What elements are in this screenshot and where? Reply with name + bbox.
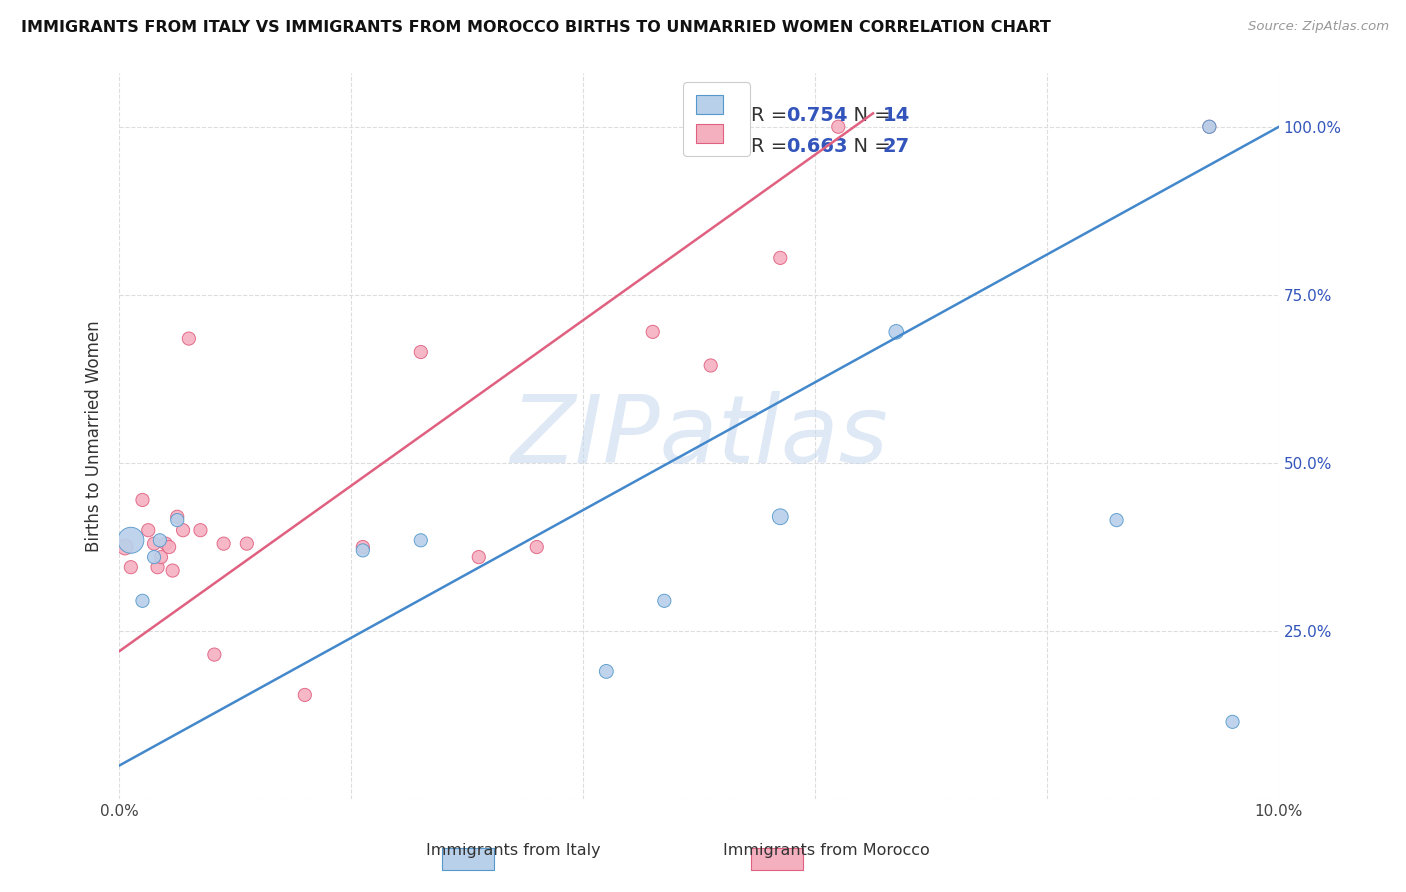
Point: [352, 540, 374, 554]
Point: [166, 513, 188, 527]
Point: [149, 533, 172, 548]
Point: [641, 325, 664, 339]
Point: [294, 688, 316, 702]
Point: [166, 509, 188, 524]
Legend: , : ,: [683, 82, 749, 156]
Y-axis label: Births to Unmarried Women: Births to Unmarried Women: [86, 320, 103, 552]
Text: Source: ZipAtlas.com: Source: ZipAtlas.com: [1249, 20, 1389, 33]
Point: [131, 492, 153, 507]
Bar: [441, 848, 494, 870]
Point: [177, 332, 200, 346]
Point: [157, 540, 180, 554]
Point: [150, 550, 173, 565]
Point: [236, 536, 259, 550]
Point: [884, 325, 907, 339]
Text: 0.754: 0.754: [786, 105, 848, 125]
Point: [131, 594, 153, 608]
Point: [1222, 714, 1244, 729]
Point: [468, 550, 491, 565]
Point: [162, 564, 184, 578]
Text: 0.663: 0.663: [786, 136, 848, 156]
Point: [1105, 513, 1128, 527]
Text: 14: 14: [883, 105, 910, 125]
Point: [769, 251, 792, 265]
Text: IMMIGRANTS FROM ITALY VS IMMIGRANTS FROM MOROCCO BIRTHS TO UNMARRIED WOMEN CORRE: IMMIGRANTS FROM ITALY VS IMMIGRANTS FROM…: [21, 20, 1050, 35]
Bar: [751, 848, 803, 870]
Point: [212, 536, 235, 550]
Text: N =: N =: [841, 136, 897, 156]
Text: R =: R =: [751, 105, 794, 125]
Point: [409, 533, 432, 548]
Point: [202, 648, 225, 662]
Point: [120, 560, 142, 574]
Point: [143, 550, 166, 565]
Point: [652, 594, 675, 608]
Point: [190, 523, 212, 537]
Point: [120, 533, 142, 548]
Point: [155, 536, 177, 550]
Point: [769, 509, 792, 524]
Text: Immigrants from Italy: Immigrants from Italy: [426, 843, 600, 858]
Text: R =: R =: [751, 136, 794, 156]
Point: [114, 540, 136, 554]
Text: Immigrants from Morocco: Immigrants from Morocco: [723, 843, 931, 858]
Point: [409, 345, 432, 359]
Point: [136, 523, 159, 537]
Point: [352, 543, 374, 558]
Point: [526, 540, 548, 554]
Point: [1198, 120, 1220, 134]
Point: [1198, 120, 1220, 134]
Text: N =: N =: [841, 105, 897, 125]
Point: [595, 665, 617, 679]
Text: 27: 27: [883, 136, 910, 156]
Point: [699, 359, 721, 373]
Point: [172, 523, 194, 537]
Text: ZIPatlas: ZIPatlas: [510, 391, 889, 482]
Point: [827, 120, 849, 134]
Point: [143, 536, 166, 550]
Point: [146, 560, 169, 574]
